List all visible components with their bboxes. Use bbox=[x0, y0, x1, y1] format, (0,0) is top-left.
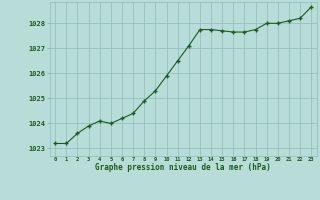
X-axis label: Graphe pression niveau de la mer (hPa): Graphe pression niveau de la mer (hPa) bbox=[95, 163, 271, 172]
